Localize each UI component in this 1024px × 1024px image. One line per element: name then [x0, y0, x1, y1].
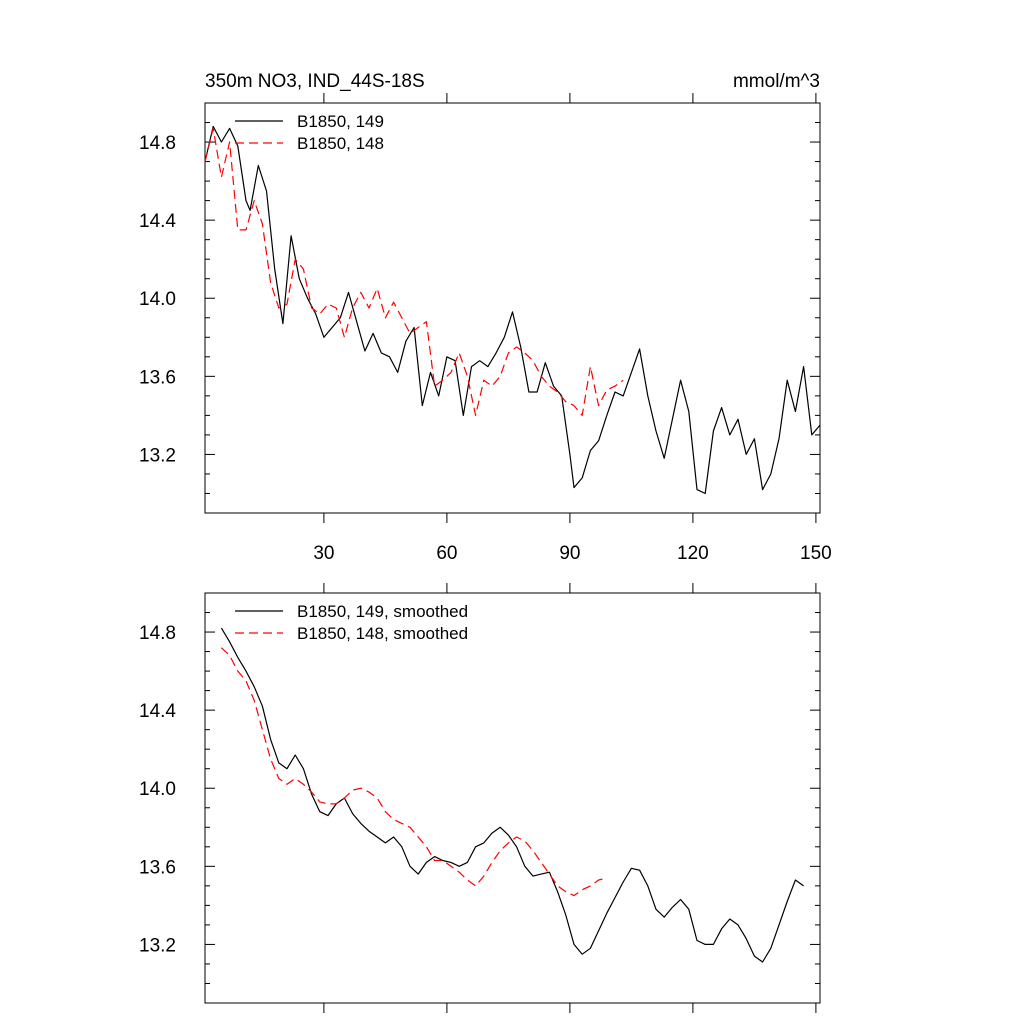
top-ytick-label: 14.4	[139, 211, 176, 232]
top-legend-label-0: B1850, 149	[297, 112, 384, 131]
top-xtick-label: 120	[677, 543, 709, 564]
top-plot-frame	[204, 102, 821, 514]
top-panel: 350m NO3, IND_44S-18S mmol/m^3 13.213.61…	[139, 71, 832, 564]
top-legend: B1850, 149 B1850, 148	[235, 112, 384, 153]
top-chart-units: mmol/m^3	[733, 71, 820, 92]
bottom-legend: B1850, 149, smoothed B1850, 148, smoothed	[235, 602, 468, 643]
bottom-series-line-0	[220, 627, 804, 963]
top-series-line-1	[204, 127, 624, 416]
top-ytick-label: 13.2	[139, 445, 176, 466]
top-ytick-label: 13.6	[139, 367, 176, 388]
top-xtick-label: 30	[313, 543, 334, 564]
bottom-plot-frame	[204, 592, 821, 1004]
bottom-panel: 13.2 13.6 14.0 14.4 14.8 B1850, 149, smoothe…	[139, 583, 821, 1013]
top-xtick-label: 60	[436, 543, 457, 564]
bottom-legend-label-0: B1850, 149, smoothed	[297, 602, 468, 621]
top-series-lines	[204, 125, 821, 495]
top-xtick-label: 90	[559, 543, 580, 564]
bottom-axis-ticks: 13.2 13.6 14.0 14.4 14.8	[139, 583, 820, 1013]
bottom-ytick-label: 13.6	[139, 857, 176, 878]
top-chart-title: 350m NO3, IND_44S-18S	[205, 71, 425, 92]
bottom-series-line-1	[220, 647, 607, 897]
bottom-series-lines	[220, 627, 804, 963]
top-xtick-label: 150	[800, 543, 832, 564]
top-ytick-label: 14.0	[139, 289, 176, 310]
bottom-ytick-label: 14.4	[139, 701, 176, 722]
bottom-ytick-label: 14.8	[139, 623, 176, 644]
top-series-line-0	[204, 125, 821, 495]
top-axis-ticks: 13.2 13.6 14.0 14.4 14.8 30 60 90 120 150	[139, 93, 832, 564]
top-legend-label-1: B1850, 148	[297, 134, 384, 153]
bottom-ytick-label: 14.0	[139, 779, 176, 800]
bottom-ytick-label: 13.2	[139, 935, 176, 956]
bottom-legend-label-1: B1850, 148, smoothed	[297, 624, 468, 643]
top-ytick-label: 14.8	[139, 133, 176, 154]
